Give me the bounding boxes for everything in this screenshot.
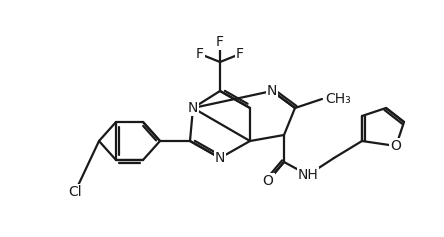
Text: N: N — [215, 151, 225, 165]
Text: F: F — [196, 47, 204, 61]
Text: O: O — [262, 174, 274, 188]
Text: O: O — [391, 139, 401, 153]
Text: Cl: Cl — [68, 185, 82, 199]
Text: NH: NH — [297, 168, 318, 182]
Text: N: N — [188, 101, 198, 115]
Text: F: F — [236, 47, 244, 61]
Text: CH₃: CH₃ — [325, 92, 351, 106]
Text: F: F — [216, 35, 224, 49]
Text: N: N — [267, 84, 277, 98]
